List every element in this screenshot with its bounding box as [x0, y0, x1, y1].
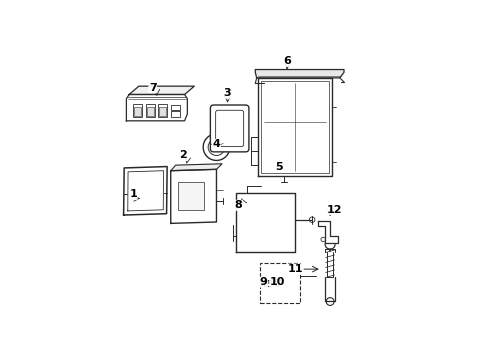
Text: 6: 6	[283, 56, 291, 66]
FancyBboxPatch shape	[210, 105, 249, 152]
Bar	[261, 81, 329, 174]
Bar	[134, 107, 141, 116]
Polygon shape	[255, 69, 344, 78]
Polygon shape	[258, 78, 332, 176]
Bar	[133, 104, 142, 117]
Text: 1: 1	[129, 189, 137, 199]
Bar	[178, 182, 204, 210]
Text: 4: 4	[213, 139, 220, 149]
Bar	[146, 104, 155, 117]
Bar	[171, 105, 180, 110]
Bar	[159, 107, 166, 116]
Text: 7: 7	[149, 82, 157, 93]
Polygon shape	[318, 221, 339, 243]
Text: 5: 5	[275, 162, 283, 172]
Text: 12: 12	[326, 204, 342, 215]
Polygon shape	[126, 94, 187, 121]
Text: 9: 9	[260, 277, 268, 287]
Bar	[260, 263, 300, 303]
Polygon shape	[171, 169, 217, 223]
Polygon shape	[129, 86, 195, 94]
Text: 10: 10	[270, 277, 285, 287]
Text: 11: 11	[288, 264, 303, 274]
Text: 2: 2	[179, 150, 187, 161]
Text: 3: 3	[224, 88, 231, 98]
Polygon shape	[236, 193, 295, 252]
Polygon shape	[123, 167, 167, 215]
Bar	[265, 280, 270, 286]
Bar	[158, 104, 167, 117]
Text: 8: 8	[235, 201, 243, 210]
Polygon shape	[171, 164, 222, 171]
Bar	[147, 107, 153, 116]
Bar	[171, 111, 180, 117]
